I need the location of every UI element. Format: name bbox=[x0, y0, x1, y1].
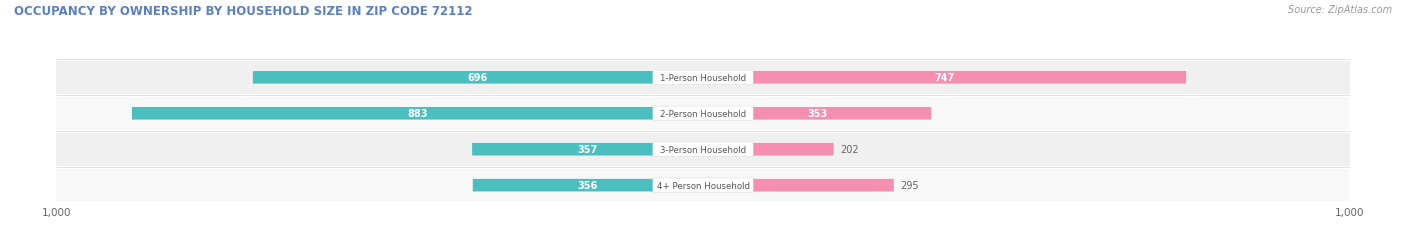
FancyBboxPatch shape bbox=[253, 72, 703, 84]
FancyBboxPatch shape bbox=[703, 72, 1187, 84]
FancyBboxPatch shape bbox=[56, 97, 1350, 130]
FancyBboxPatch shape bbox=[652, 71, 754, 85]
FancyBboxPatch shape bbox=[56, 61, 1350, 94]
FancyBboxPatch shape bbox=[652, 106, 754, 121]
FancyBboxPatch shape bbox=[703, 107, 931, 120]
FancyBboxPatch shape bbox=[56, 133, 1350, 166]
Text: 295: 295 bbox=[900, 180, 920, 190]
Text: 353: 353 bbox=[807, 109, 827, 119]
Text: Source: ZipAtlas.com: Source: ZipAtlas.com bbox=[1288, 5, 1392, 15]
Text: 4+ Person Household: 4+ Person Household bbox=[657, 181, 749, 190]
Text: 3-Person Household: 3-Person Household bbox=[659, 145, 747, 154]
FancyBboxPatch shape bbox=[703, 143, 834, 156]
FancyBboxPatch shape bbox=[703, 179, 894, 192]
Text: 883: 883 bbox=[408, 109, 427, 119]
FancyBboxPatch shape bbox=[472, 179, 703, 192]
Text: 356: 356 bbox=[578, 180, 598, 190]
FancyBboxPatch shape bbox=[132, 107, 703, 120]
Text: 1-Person Household: 1-Person Household bbox=[659, 73, 747, 82]
FancyBboxPatch shape bbox=[56, 169, 1350, 202]
FancyBboxPatch shape bbox=[472, 143, 703, 156]
Text: 2-Person Household: 2-Person Household bbox=[659, 109, 747, 118]
Text: 357: 357 bbox=[578, 145, 598, 155]
Text: 202: 202 bbox=[841, 145, 859, 155]
FancyBboxPatch shape bbox=[652, 142, 754, 157]
Text: 747: 747 bbox=[935, 73, 955, 83]
Text: 696: 696 bbox=[468, 73, 488, 83]
Text: OCCUPANCY BY OWNERSHIP BY HOUSEHOLD SIZE IN ZIP CODE 72112: OCCUPANCY BY OWNERSHIP BY HOUSEHOLD SIZE… bbox=[14, 5, 472, 18]
FancyBboxPatch shape bbox=[652, 178, 754, 193]
